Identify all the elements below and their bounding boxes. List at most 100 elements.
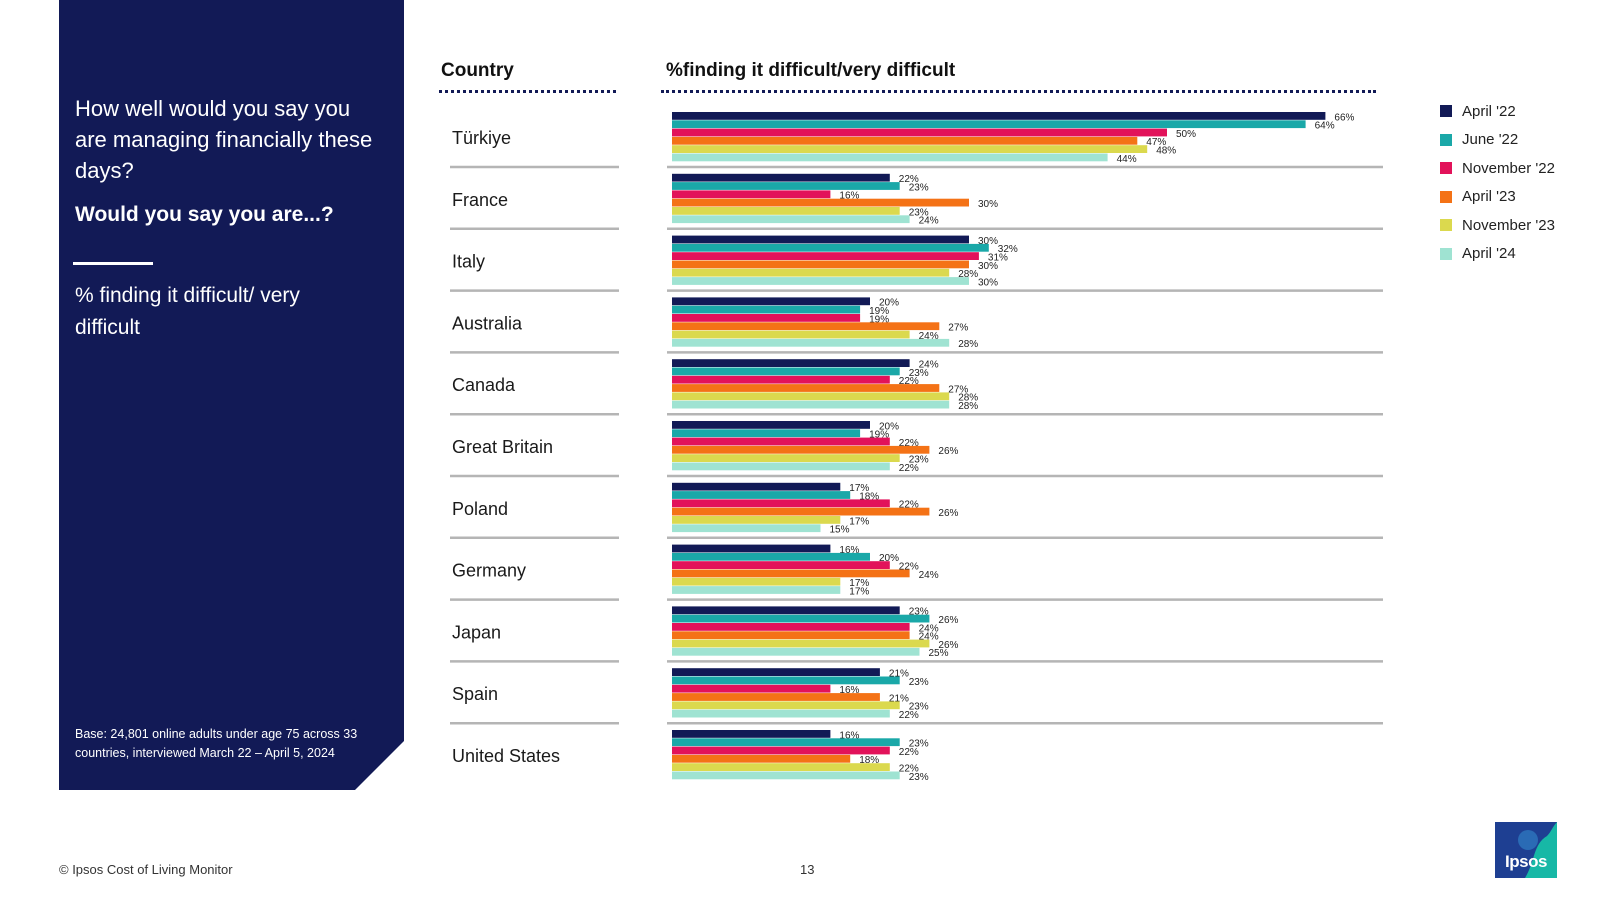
bar xyxy=(672,198,969,207)
bar xyxy=(672,235,969,244)
bar-value-label: 28% xyxy=(958,393,978,404)
bar-value-label: 23% xyxy=(909,368,929,379)
bar xyxy=(672,507,930,516)
metric-header-underline xyxy=(661,90,1376,93)
bar-value-label: 23% xyxy=(909,772,929,783)
legend-label: April '24 xyxy=(1462,245,1516,263)
legend-swatch xyxy=(1440,190,1452,203)
base-note: Base: 24,801 online adults under age 75 … xyxy=(75,727,358,760)
bar xyxy=(672,639,930,648)
bar xyxy=(672,746,890,755)
bar xyxy=(672,544,831,553)
country-label: Spain xyxy=(452,684,498,704)
bar-value-label: 16% xyxy=(839,730,859,741)
bar-value-label: 17% xyxy=(849,483,869,494)
bar-value-label: 50% xyxy=(1176,129,1196,140)
bar xyxy=(672,561,890,569)
bar xyxy=(672,676,900,685)
subquestion-text: Would you say you are...? xyxy=(75,203,334,226)
bar xyxy=(672,322,940,331)
bar-value-label: 17% xyxy=(849,586,869,597)
bar-value-label: 22% xyxy=(899,174,919,185)
legend-label: November '22 xyxy=(1462,159,1555,177)
bar-value-label: 23% xyxy=(909,607,929,618)
bar-value-label: 24% xyxy=(919,360,939,371)
bar-value-label: 27% xyxy=(948,323,968,334)
bar-value-label: 23% xyxy=(909,182,929,193)
bar-value-label: 21% xyxy=(889,669,909,680)
legend-swatch xyxy=(1440,219,1452,232)
legend-swatch xyxy=(1440,247,1452,260)
country-label: Poland xyxy=(452,499,508,519)
bar-value-label: 30% xyxy=(978,199,998,210)
bar xyxy=(672,375,890,384)
bar xyxy=(672,730,831,738)
bar xyxy=(672,482,841,491)
bar-value-label: 47% xyxy=(1146,137,1166,148)
bar-value-label: 31% xyxy=(988,253,1008,264)
ipsos-logo: Ipsos xyxy=(1495,822,1557,878)
bar xyxy=(672,709,890,718)
bar-value-label: 26% xyxy=(938,615,958,626)
bar xyxy=(672,524,821,533)
logo-wordmark: Ipsos xyxy=(1505,852,1547,871)
bar xyxy=(672,297,870,306)
legend-label: November '23 xyxy=(1462,216,1555,234)
legend-item: April '22 xyxy=(1440,97,1555,126)
country-column-header: Country xyxy=(441,60,514,81)
legend-label: April '22 xyxy=(1462,102,1516,120)
bar-value-label: 22% xyxy=(899,764,919,775)
bar-value-label: 18% xyxy=(859,491,879,502)
bar xyxy=(672,623,910,631)
bar xyxy=(672,305,861,314)
bar xyxy=(672,421,870,429)
bar xyxy=(672,684,831,693)
bar xyxy=(672,207,900,215)
bar xyxy=(672,499,890,508)
country-label: Canada xyxy=(452,375,516,395)
country-label: United States xyxy=(452,746,560,766)
bar xyxy=(672,182,900,190)
bar xyxy=(672,491,851,499)
bar xyxy=(672,173,890,182)
chart-legend: April '22 June '22 November '22 April '23 No… xyxy=(1440,97,1555,268)
bar xyxy=(672,330,910,339)
bar-value-label: 23% xyxy=(909,455,929,466)
bar-value-label: 17% xyxy=(849,516,869,527)
country-label: Great Britain xyxy=(452,437,553,457)
bar-value-label: 23% xyxy=(909,677,929,688)
bar-value-label: 18% xyxy=(859,755,879,766)
bar-value-label: 20% xyxy=(879,421,899,432)
country-label: Australia xyxy=(452,313,523,333)
bar xyxy=(672,462,890,471)
bar xyxy=(672,392,950,401)
bar-value-label: 20% xyxy=(879,553,899,564)
legend-label: June '22 xyxy=(1462,131,1519,149)
legend-swatch xyxy=(1440,162,1452,175)
bar-value-label: 30% xyxy=(978,236,998,247)
bar xyxy=(672,400,950,409)
bar-value-label: 26% xyxy=(938,640,958,651)
bar-value-label: 16% xyxy=(839,191,859,202)
bar xyxy=(672,552,870,561)
bar xyxy=(672,668,880,676)
bar xyxy=(672,516,841,524)
bar-value-label: 28% xyxy=(958,269,978,280)
bar xyxy=(672,693,880,701)
bar xyxy=(672,577,841,586)
bar xyxy=(672,136,1138,145)
bar-value-label: 21% xyxy=(889,693,909,704)
bar xyxy=(672,614,930,623)
bar xyxy=(672,243,989,252)
legend-label: April '23 xyxy=(1462,188,1516,206)
question-panel: How well would you say you are managing … xyxy=(59,0,404,790)
metric-description: % finding it difficult/ very difficult xyxy=(75,284,300,339)
bar xyxy=(672,145,1148,153)
country-label: Germany xyxy=(452,561,526,581)
bar-value-label: 32% xyxy=(998,244,1018,255)
bar xyxy=(672,647,920,656)
bar xyxy=(672,606,900,615)
bar-value-label: 66% xyxy=(1334,112,1354,123)
logo-shape xyxy=(1518,822,1557,878)
